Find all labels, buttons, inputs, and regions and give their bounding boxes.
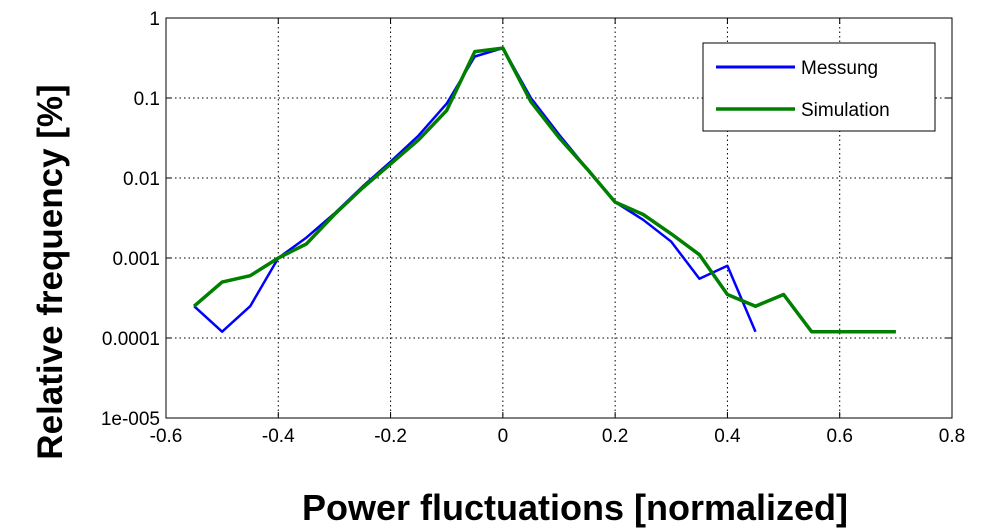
x-tick-label: -0.2 [374,426,407,447]
series-line-simulation [192,46,896,334]
y-tick-label: 0.001 [112,249,160,270]
y-tick-label: 1e-005 [101,409,160,430]
y-tick-label: 0.01 [123,169,160,190]
x-tick-label: -0.4 [262,426,295,447]
x-tick-label: 0.8 [939,426,965,447]
legend-box [702,42,936,132]
legend-label-messung: Messung [801,58,878,79]
x-tick-label: 0.4 [714,426,741,447]
tick-layer: -0.6 -0.4 -0.2 0 0.2 0.4 0.6 0.8 1 0.1 0.01 0.001 0.… [101,9,965,447]
legend-label-simulation: Simulation [801,100,890,121]
legend: Messung Simulation [702,42,936,132]
x-tick-label: 0.2 [602,426,628,447]
plot-frame [165,17,953,419]
x-tick-label: -0.6 [150,426,183,447]
x-tick-label: 0.6 [827,426,853,447]
y-axis-title: Relative frequency [%] [31,84,70,459]
y-tick-label: 1 [149,9,160,30]
y-tick-label: 0.0001 [102,329,160,350]
x-axis-title: Power fluctuations [normalized] [302,487,848,528]
series-line-messung [193,46,757,333]
grid-layer [166,18,952,418]
y-tick-label: 0.1 [134,89,160,110]
x-tick-label: 0 [498,426,509,447]
series-layer [192,46,896,334]
